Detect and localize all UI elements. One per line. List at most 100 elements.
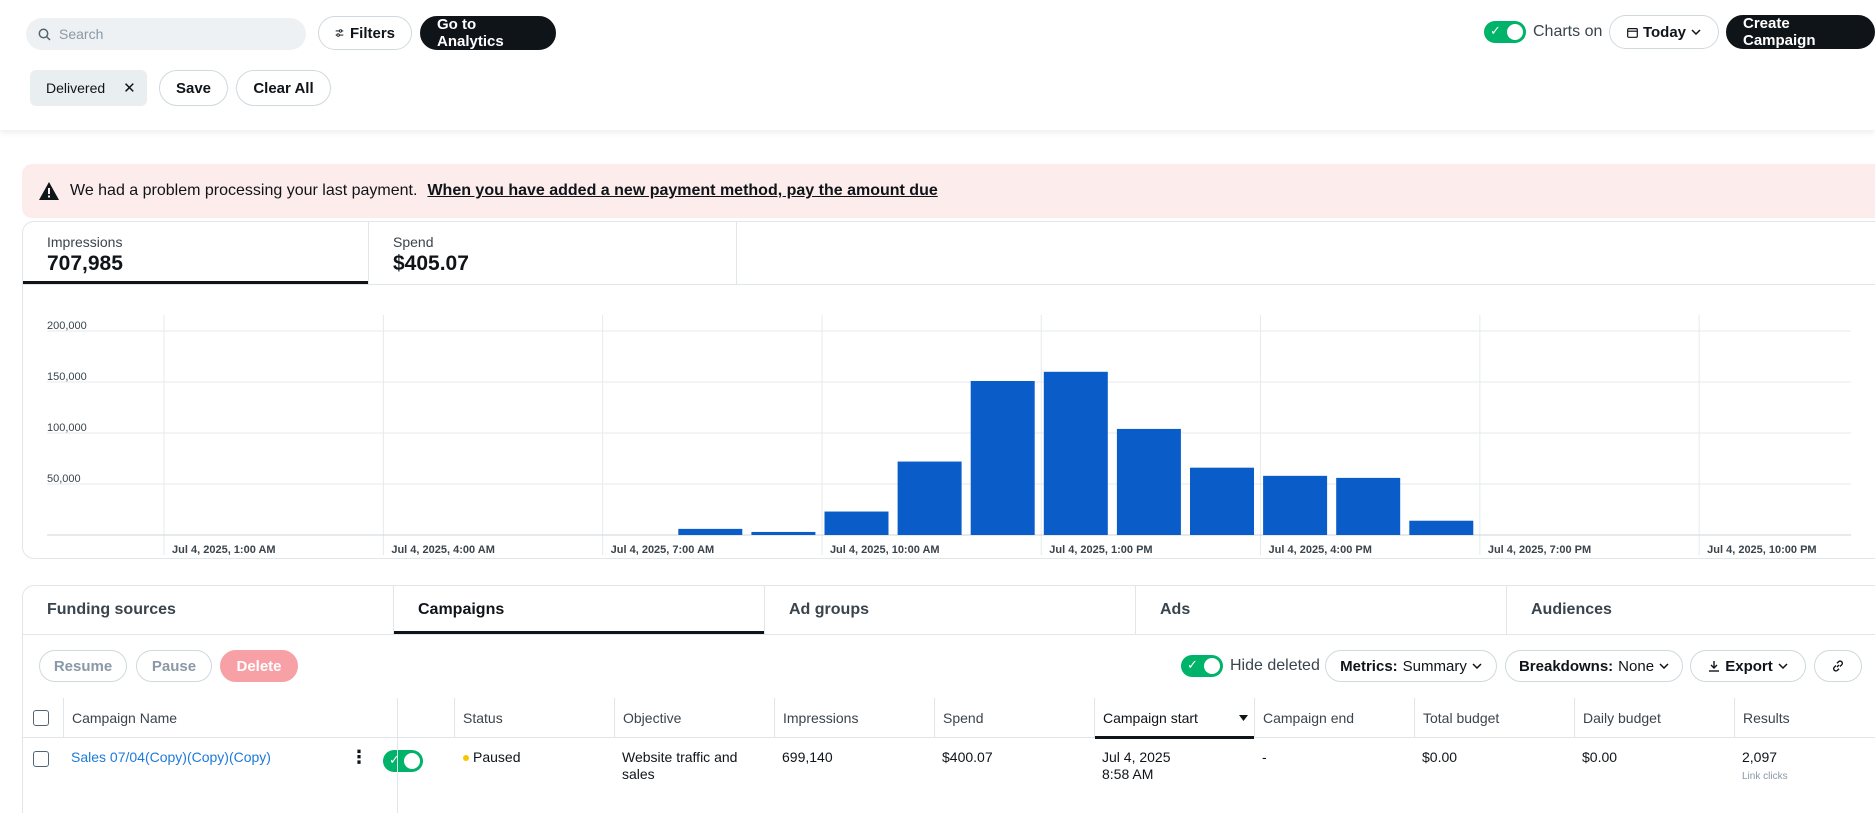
column-daily-budget[interactable]: Daily budget: [1574, 698, 1734, 738]
x-tick-label: Jul 4, 2025, 1:00 AM: [172, 544, 276, 555]
pause-button[interactable]: Pause: [136, 650, 212, 682]
x-tick-label: Jul 4, 2025, 10:00 PM: [1707, 544, 1816, 555]
column-results[interactable]: Results: [1734, 698, 1875, 738]
bar-6-pm: [1409, 520, 1474, 535]
table-header: Campaign Name Status Objective Impressio…: [23, 698, 1875, 739]
campaign-status-toggle[interactable]: ✓: [383, 750, 423, 772]
bar-3-pm: [1190, 467, 1254, 535]
breakdowns-dropdown[interactable]: Breakdowns: None: [1505, 650, 1683, 682]
copy-link-button[interactable]: [1814, 650, 1862, 682]
export-dropdown[interactable]: Export: [1690, 650, 1806, 682]
sort-desc-icon: [1239, 715, 1248, 721]
start-time: 8:58 AM: [1102, 766, 1154, 782]
link-icon: [1833, 660, 1843, 672]
bar-10-am: [824, 511, 889, 535]
bar-2-pm: [1116, 428, 1181, 535]
metrics-value: Summary: [1402, 657, 1467, 675]
tab-ad-groups[interactable]: Ad groups: [765, 586, 1136, 634]
kpi-label: Spend: [393, 234, 434, 250]
breakdowns-key: Breakdowns:: [1518, 657, 1614, 675]
tab-ads[interactable]: Ads: [1136, 586, 1507, 634]
bar-4-pm: [1263, 475, 1328, 535]
x-tick-label: Jul 4, 2025, 10:00 AM: [830, 544, 940, 555]
entity-table-panel: Funding sources Campaigns Ad groups Ads …: [22, 585, 1875, 813]
column-total-budget[interactable]: Total budget: [1414, 698, 1574, 738]
column-campaign-end[interactable]: Campaign end: [1254, 698, 1414, 738]
x-tick-label: Jul 4, 2025, 7:00 PM: [1488, 544, 1591, 555]
row-checkbox[interactable]: [33, 751, 49, 767]
kpi-value: 707,985: [47, 252, 123, 275]
status-cell: Paused: [463, 749, 520, 766]
y-tick-label: 100,000: [47, 422, 87, 434]
metrics-dropdown[interactable]: Metrics: Summary: [1325, 650, 1497, 682]
toggle-knob: [404, 753, 420, 769]
tab-funding-sources[interactable]: Funding sources: [23, 586, 394, 634]
total-budget-cell: $0.00: [1422, 749, 1458, 765]
y-tick-label: 150,000: [47, 371, 87, 383]
bar-5-pm: [1336, 477, 1401, 535]
paused-status-dot: [463, 755, 469, 762]
go-to-analytics-button[interactable]: Go to Analytics: [420, 16, 556, 50]
column-campaign-start[interactable]: Campaign start: [1094, 698, 1254, 739]
filters-label: Filters: [349, 24, 395, 42]
campaign-start-cell: Jul 4, 2025 8:58 AM: [1102, 749, 1171, 783]
column-status[interactable]: Status: [454, 698, 614, 738]
kpi-impressions[interactable]: Impressions 707,985: [23, 222, 369, 285]
bar-12-pm: [970, 380, 1035, 535]
filters-button[interactable]: Filters: [318, 16, 412, 50]
chevron-down-icon: [1691, 29, 1701, 35]
x-tick-label: Jul 4, 2025, 4:00 AM: [391, 544, 495, 555]
campaign-name-link[interactable]: Sales 07/04(Copy)(Copy)(Copy): [71, 749, 271, 765]
objective-cell: Website traffic and sales: [622, 749, 738, 782]
results-value: 2,097: [1742, 749, 1778, 765]
status-text: Paused: [473, 749, 521, 765]
select-all-checkbox[interactable]: [33, 710, 49, 726]
column-toggle: [397, 698, 454, 738]
chevron-down-icon: [1659, 663, 1669, 669]
tab-audiences[interactable]: Audiences: [1531, 601, 1612, 618]
top-bar: Filters Go to Analytics ✓ Charts on Toda…: [0, 0, 1875, 130]
results-cell: 2,097 Link clicks: [1742, 749, 1788, 785]
delete-button[interactable]: Delete: [220, 650, 298, 682]
close-icon[interactable]: ✕: [123, 80, 136, 97]
charts-toggle[interactable]: ✓: [1484, 21, 1526, 43]
tab-campaigns[interactable]: Campaigns: [394, 586, 765, 635]
column-spend[interactable]: Spend: [934, 698, 1094, 738]
date-range-dropdown[interactable]: Today: [1609, 15, 1719, 49]
search-input[interactable]: [59, 26, 289, 42]
hide-deleted-label: Hide deleted: [1230, 657, 1320, 674]
bar-1-pm: [1043, 371, 1108, 535]
date-range-label: Today: [1642, 23, 1687, 41]
filter-chip-label: Delivered: [46, 80, 106, 96]
column-divider: [397, 698, 398, 813]
search-box[interactable]: [26, 18, 306, 50]
check-icon: ✓: [1187, 657, 1198, 672]
kpi-spend[interactable]: Spend $405.07: [369, 222, 737, 284]
spend-cell: $400.07: [942, 749, 993, 765]
save-filter-button[interactable]: Save: [159, 70, 228, 106]
alert-text: We had a problem processing your last pa…: [70, 182, 418, 199]
clear-all-button[interactable]: Clear All: [236, 70, 331, 106]
table-row[interactable]: Sales 07/04(Copy)(Copy)(Copy) ⋮ ✓ Paused…: [23, 739, 1875, 799]
export-label: Export: [1725, 657, 1773, 675]
bar-9-am: [751, 531, 816, 535]
impressions-bar-chart: 200,000 150,000 100,000 50,000 Jul 4, 2025, …: [47, 315, 1851, 555]
hide-deleted-toggle[interactable]: ✓: [1181, 655, 1223, 677]
pay-amount-due-link[interactable]: When you have added a new payment method…: [427, 182, 938, 199]
breakdowns-value: None: [1618, 657, 1655, 675]
column-campaign-name[interactable]: Campaign Name: [63, 698, 397, 738]
column-label: Campaign start: [1103, 710, 1198, 726]
campaign-end-cell: -: [1262, 749, 1267, 765]
column-objective[interactable]: Objective: [614, 698, 774, 738]
sliders-icon: [335, 29, 344, 37]
bar-8-am: [678, 528, 743, 535]
create-campaign-button[interactable]: Create Campaign: [1726, 15, 1875, 49]
y-tick-label: 200,000: [47, 320, 87, 332]
column-impressions[interactable]: Impressions: [774, 698, 934, 738]
divider: [23, 634, 1875, 635]
resume-button[interactable]: Resume: [39, 650, 127, 682]
search-icon: [38, 28, 51, 41]
more-options-icon[interactable]: ⋮: [350, 747, 368, 767]
metrics-chart-panel: Impressions 707,985 Spend $405.07 200,00…: [22, 221, 1875, 559]
chevron-down-icon: [1778, 663, 1788, 669]
